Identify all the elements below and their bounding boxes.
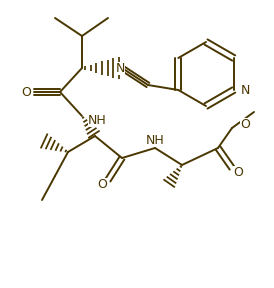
Text: NH: NH [145,134,164,147]
Text: O: O [97,177,107,190]
Text: NH: NH [88,113,107,126]
Text: N: N [115,62,125,75]
Text: O: O [21,86,31,98]
Text: O: O [233,166,243,179]
Text: N: N [241,84,250,96]
Text: O: O [240,118,250,130]
